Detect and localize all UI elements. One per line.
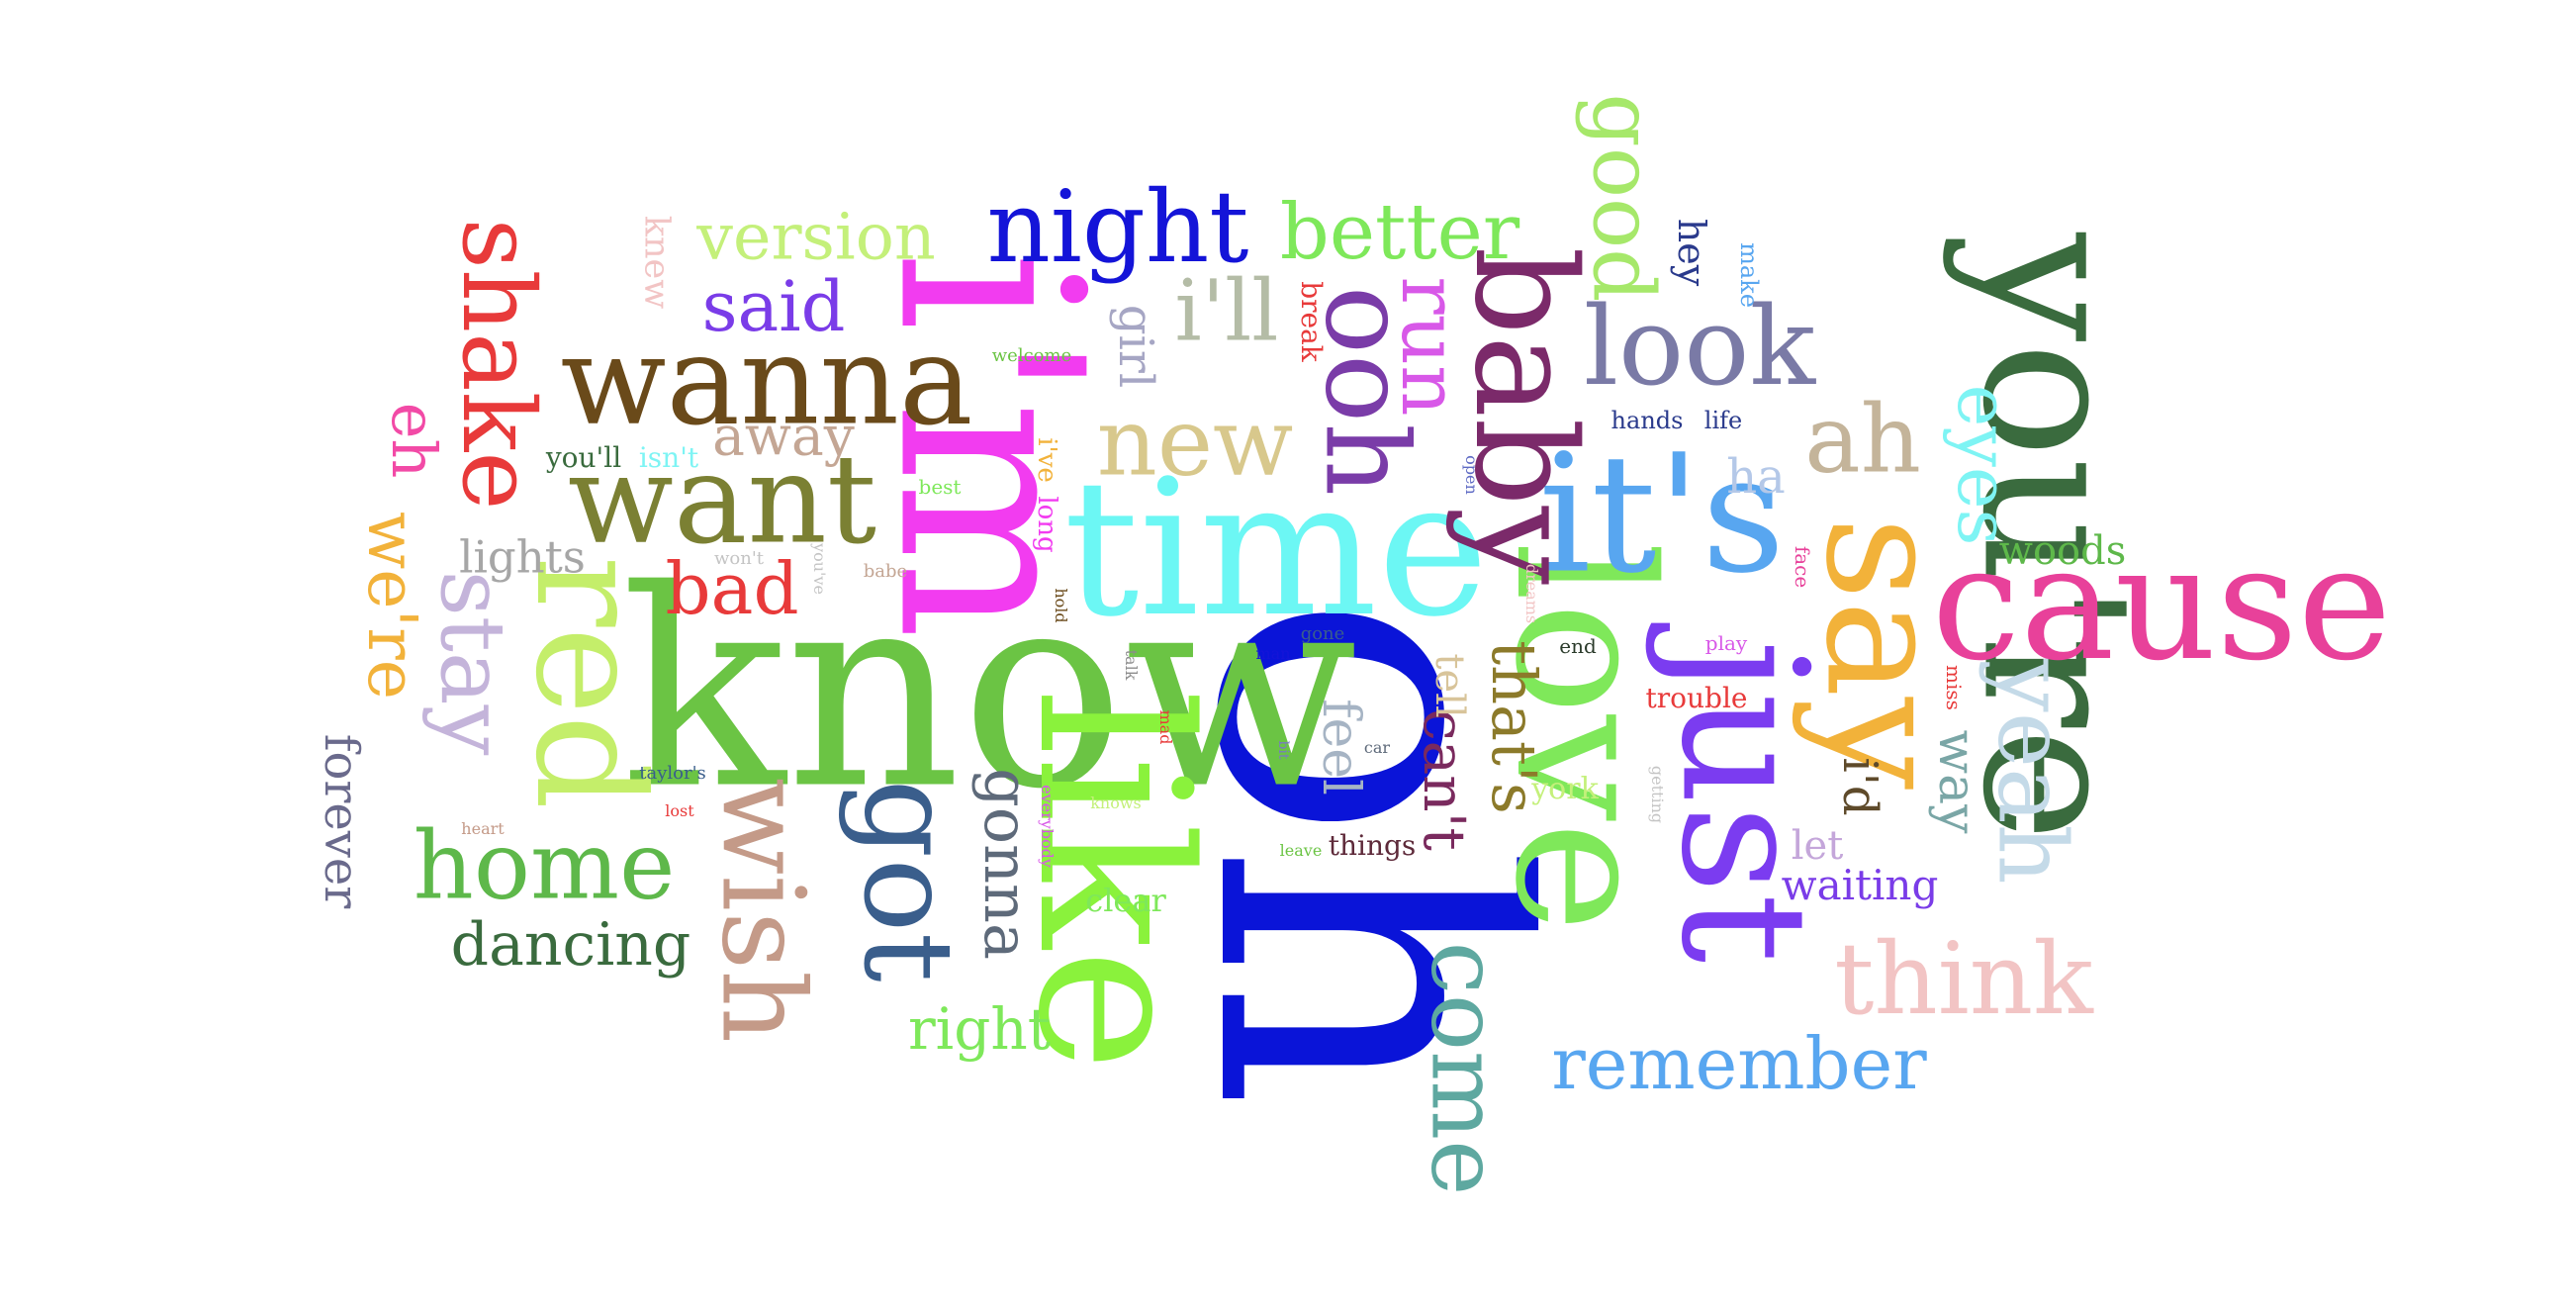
word-cause: cause — [1931, 511, 2392, 696]
word-night: night — [986, 169, 1249, 285]
word-talk: talk — [1122, 649, 1141, 681]
word-hands: hands — [1610, 407, 1684, 434]
word-dancing: dancing — [450, 910, 691, 980]
word-way: way — [1927, 729, 1986, 834]
word-good: good — [1573, 93, 1672, 303]
word-clear: clear — [1085, 882, 1166, 919]
word-knows: knows — [1090, 794, 1142, 812]
word-lights: lights — [459, 530, 586, 584]
word-bit: bit — [1275, 740, 1291, 760]
word-best: best — [918, 475, 962, 499]
word-gone: gone — [1300, 623, 1345, 644]
word-youll: you'll — [545, 441, 622, 474]
word-got: got — [836, 779, 980, 982]
word-lost: lost — [665, 801, 694, 820]
word-everybody: everybody — [1038, 785, 1057, 868]
word-wish: wish — [695, 777, 829, 1044]
word-eyes: eyes — [1942, 384, 2025, 546]
word-knew: knew — [636, 215, 677, 310]
word-long: long — [1032, 496, 1061, 553]
word-were: we're — [352, 512, 430, 700]
word-away: away — [712, 404, 855, 468]
word-run: run — [1384, 276, 1476, 417]
word-york: york — [1531, 772, 1599, 806]
word-time: time — [1063, 439, 1489, 658]
word-yeah: yeah — [1977, 659, 2086, 885]
word-version: version — [696, 200, 936, 275]
word-girl: girl — [1108, 304, 1163, 389]
word-things: things — [1328, 829, 1417, 862]
word-wanna: wanna — [560, 309, 973, 453]
word-taylors: taylor's — [639, 763, 706, 784]
word-shake: shake — [440, 218, 556, 511]
word-isnt: isn't — [638, 441, 699, 474]
word-feel: feel — [1311, 699, 1370, 795]
word-let: let — [1791, 823, 1844, 869]
word-face: face — [1791, 545, 1814, 589]
word-babe: babe — [863, 561, 908, 582]
word-look: look — [1583, 283, 1816, 410]
word-come: come — [1410, 941, 1519, 1196]
word-know: know — [620, 531, 1358, 849]
word-forever: forever — [314, 733, 369, 909]
word-said: said — [701, 266, 846, 347]
word-ive: i've — [1032, 437, 1061, 483]
word-getting: getting — [1648, 765, 1667, 824]
word-woods: woods — [1998, 528, 2127, 574]
word-ha: ha — [1726, 449, 1786, 505]
word-home: home — [413, 811, 676, 921]
word-life: life — [1703, 407, 1743, 434]
word-hey: hey — [1670, 218, 1713, 287]
word-id: i'd — [1832, 757, 1887, 816]
word-eh: eh — [378, 402, 450, 479]
word-ill: i'll — [1174, 262, 1279, 361]
word-miss: miss — [1942, 665, 1966, 710]
word-stay: stay — [420, 570, 524, 756]
word-wont: won't — [713, 548, 765, 569]
word-dreams: dreams — [1522, 563, 1541, 624]
word-gonna: gonna — [970, 768, 1043, 960]
word-think: think — [1834, 921, 2093, 1037]
word-better: better — [1279, 188, 1520, 277]
word-tell: tell — [1426, 653, 1472, 718]
word-make: make — [1735, 242, 1763, 308]
word-man: man — [1255, 644, 1291, 663]
word-remember: remember — [1551, 1022, 1927, 1105]
word-leave: leave — [1279, 841, 1323, 860]
word-trouble: trouble — [1645, 682, 1748, 714]
word-want: want — [567, 427, 877, 572]
word-waiting: waiting — [1781, 861, 1939, 909]
word-open: open — [1462, 455, 1481, 495]
word-youve: you've — [810, 543, 829, 595]
word-car: car — [1363, 738, 1391, 757]
word-play: play — [1704, 631, 1748, 655]
word-right: right — [907, 995, 1052, 1063]
word-mad: mad — [1156, 709, 1175, 745]
word-end: end — [1559, 634, 1597, 658]
word-ah: ah — [1804, 385, 1921, 495]
word-break: break — [1295, 281, 1328, 362]
word-new: new — [1096, 388, 1294, 498]
word-hold: hold — [1052, 588, 1070, 623]
word-heart: heart — [461, 819, 505, 838]
word-cant: can't — [1411, 708, 1478, 851]
word-its: it's — [1538, 419, 1786, 609]
word-bad: bad — [665, 547, 799, 630]
word-welcome: welcome — [991, 345, 1072, 366]
